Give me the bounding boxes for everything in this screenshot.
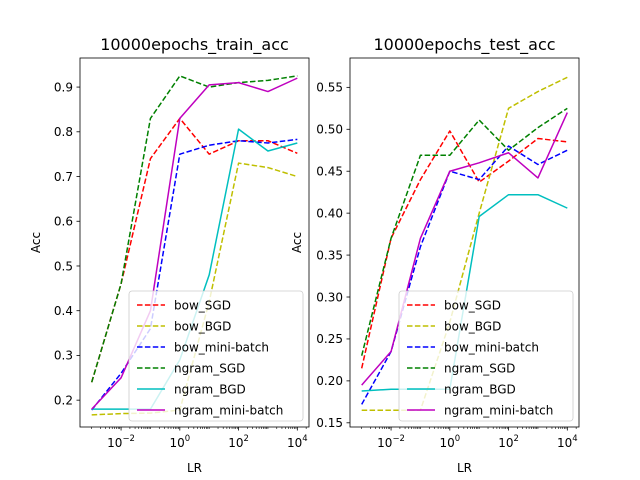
y-axis-label: Acc: [29, 232, 43, 253]
y-tick-label: 0.15: [316, 416, 343, 430]
legend-label-bow_SGD: bow_SGD: [174, 298, 231, 312]
y-tick-label: 0.2: [54, 393, 73, 407]
y-tick-label: 0.5: [54, 259, 73, 273]
legend-label-ngram_BGD: ngram_BGD: [174, 382, 246, 396]
series-line-ngram_mini-batch: [91, 77, 298, 410]
legend: bow_SGD bow_BGD bow_mini-batch ngram_SGDngr…: [398, 290, 574, 422]
series-line-ngram_SGD: [360, 107, 568, 356]
legend-label-bow_BGD: bow_BGD: [444, 319, 501, 333]
legend-label-bow_SGD: bow_SGD: [444, 298, 501, 312]
legend-label-bow_mini-batch: bow_mini-batch: [444, 340, 539, 354]
axes-frame: [79, 57, 310, 428]
legend-label-ngram_BGD: ngram_BGD: [444, 382, 516, 396]
y-tick-label: 0.40: [316, 206, 343, 220]
legend: bow_SGD bow_BGD bow_mini-batch ngram_SGDngr…: [128, 290, 304, 422]
x-tick-label: 100: [439, 434, 460, 450]
x-tick-label: 102: [228, 434, 249, 450]
y-tick-label: 0.20: [316, 374, 343, 388]
series-line-bow_SGD: [360, 130, 568, 369]
legend-label-ngram_SGD: ngram_SGD: [174, 361, 245, 375]
x-tick-label: 104: [557, 434, 578, 450]
y-tick-label: 0.8: [54, 125, 73, 139]
legend-label-ngram_mini-batch: ngram_mini-batch: [174, 403, 283, 417]
y-tick-label: 0.3: [54, 349, 73, 363]
y-tick-label: 0.35: [316, 248, 343, 262]
legend-box: [128, 290, 304, 422]
x-tick-label: 10−2: [377, 434, 405, 450]
y-axis-label: Acc: [290, 232, 304, 253]
x-tick-label: 100: [169, 434, 190, 450]
x-tick-label: 102: [498, 434, 519, 450]
legend-box: [398, 290, 574, 422]
chart-title: 10000epochs_test_acc: [373, 35, 555, 55]
axes-frame: [349, 57, 580, 428]
x-axis-label: LR: [187, 461, 202, 475]
series-line-ngram_SGD: [90, 75, 298, 383]
series-line-bow_mini-batch: [361, 145, 568, 405]
y-tick-label: 0.55: [316, 81, 343, 95]
x-axis-label: LR: [457, 461, 472, 475]
legend-label-ngram_mini-batch: ngram_mini-batch: [444, 403, 553, 417]
legend-label-bow_BGD: bow_BGD: [174, 319, 231, 333]
x-tick-label: 104: [287, 434, 308, 450]
y-tick-label: 0.9: [54, 80, 73, 94]
y-tick-label: 0.30: [316, 290, 343, 304]
chart-title: 10000epochs_train_acc: [100, 35, 289, 55]
y-tick-label: 0.7: [54, 170, 73, 184]
y-tick-label: 0.50: [316, 123, 343, 137]
y-tick-label: 0.25: [316, 332, 343, 346]
x-tick-label: 10−2: [107, 434, 135, 450]
series-line-ngram_mini-batch: [361, 112, 568, 386]
y-tick-label: 0.45: [316, 165, 343, 179]
series-line-bow_BGD: [361, 76, 568, 411]
test-acc-chart: 10000epochs_test_acc LR Acc 10−2 100 102 104 0.…: [290, 35, 580, 475]
series-line-bow_SGD: [90, 117, 298, 383]
y-tick-label: 0.4: [54, 304, 73, 318]
train-acc-chart: 10000epochs_train_acc LR Acc 10−2 100 102 104 0…: [29, 35, 310, 475]
y-tick-label: 0.6: [54, 215, 73, 229]
legend-label-bow_mini-batch: bow_mini-batch: [174, 340, 269, 354]
legend-label-ngram_SGD: ngram_SGD: [444, 361, 515, 375]
